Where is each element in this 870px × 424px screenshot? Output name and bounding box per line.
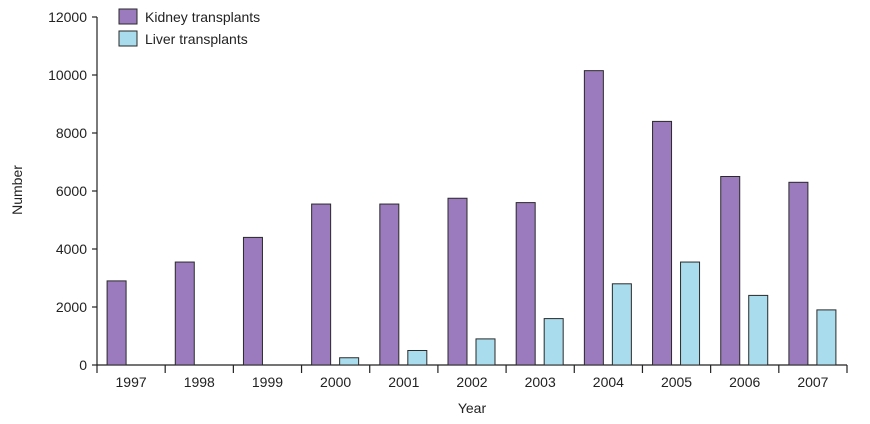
y-tick-label: 8000 bbox=[56, 125, 87, 141]
x-tick-label: 2001 bbox=[388, 374, 419, 390]
y-axis-title: Number bbox=[9, 165, 25, 215]
liver-bar bbox=[543, 318, 564, 366]
kidney-bar bbox=[379, 203, 400, 366]
x-tick-label: 1997 bbox=[116, 374, 147, 390]
y-axis: 0 2000 4000 6000 8000 10000 12000 bbox=[48, 9, 98, 373]
x-tick-label: 2007 bbox=[797, 374, 828, 390]
y-tick-label: 0 bbox=[79, 357, 87, 373]
legend-swatch bbox=[118, 30, 138, 47]
y-tick-label: 4000 bbox=[56, 241, 87, 257]
kidney-bar bbox=[788, 181, 809, 366]
liver-bar bbox=[816, 309, 837, 366]
liver-bar bbox=[407, 350, 428, 366]
kidney-bar bbox=[515, 202, 536, 366]
x-tick-label: 2005 bbox=[661, 374, 692, 390]
liver-bar bbox=[339, 357, 360, 366]
liver-bar bbox=[680, 261, 701, 366]
kidney-bar bbox=[242, 236, 263, 366]
x-tick-label: 1999 bbox=[252, 374, 283, 390]
bars-group bbox=[106, 70, 837, 366]
liver-bar bbox=[611, 283, 632, 366]
kidney-bar bbox=[583, 70, 604, 366]
liver-bar bbox=[748, 294, 769, 366]
kidney-bar bbox=[447, 197, 468, 366]
kidney-bar bbox=[311, 203, 332, 366]
x-tick-label: 2000 bbox=[320, 374, 351, 390]
liver-bar bbox=[475, 338, 496, 366]
legend-label: Kidney transplants bbox=[145, 9, 260, 25]
x-tick-label: 2004 bbox=[593, 374, 624, 390]
kidney-bar bbox=[652, 120, 673, 366]
kidney-bar bbox=[106, 280, 127, 366]
legend-label: Liver transplants bbox=[145, 31, 248, 47]
kidney-bar bbox=[174, 261, 195, 366]
x-tick-label: 2006 bbox=[729, 374, 760, 390]
y-tick-label: 10000 bbox=[48, 67, 87, 83]
legend: Kidney transplants Liver transplants bbox=[118, 8, 260, 47]
x-axis-title: Year bbox=[458, 400, 487, 416]
y-tick-label: 2000 bbox=[56, 299, 87, 315]
legend-swatch bbox=[118, 8, 138, 25]
kidney-bar bbox=[720, 176, 741, 366]
x-axis: 1997 1998 1999 2000 2001 2002 2003 2004 2005 2006… bbox=[96, 364, 848, 390]
y-tick-label: 12000 bbox=[48, 9, 87, 25]
x-tick-label: 2003 bbox=[525, 374, 556, 390]
x-tick-label: 2002 bbox=[456, 374, 487, 390]
x-tick-label: 1998 bbox=[184, 374, 215, 390]
y-tick-label: 6000 bbox=[56, 183, 87, 199]
